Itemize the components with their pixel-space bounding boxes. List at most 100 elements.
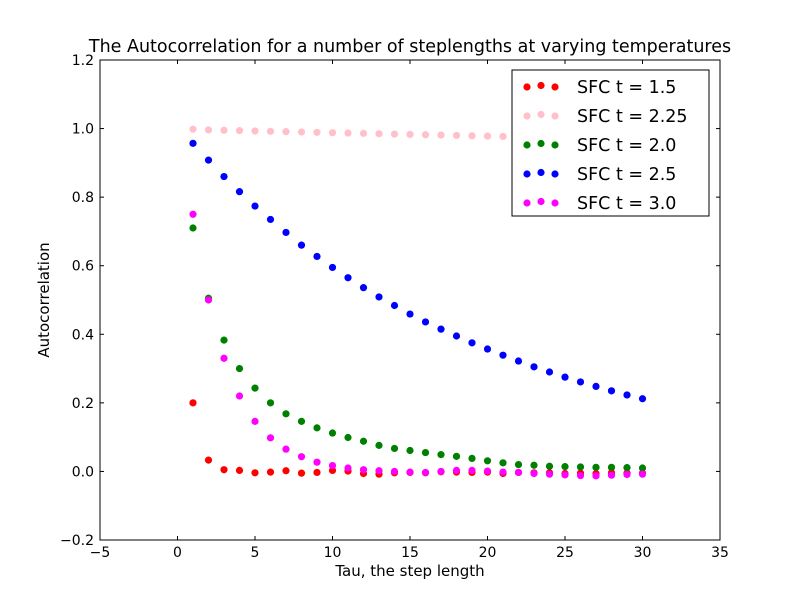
data-point xyxy=(452,466,461,474)
data-point xyxy=(468,466,476,474)
data-point xyxy=(204,456,213,464)
x-tick-label: 30 xyxy=(634,545,652,561)
data-point xyxy=(313,458,321,466)
data-point xyxy=(592,382,600,390)
x-tick-label: 5 xyxy=(251,545,260,561)
data-point xyxy=(313,468,321,477)
x-tick-label: 25 xyxy=(556,545,574,561)
axis-ticks: −5 0 5 10 15 20 25 30 35 −0.2 0.0 0.2 0.4 0.6 0.8 1.0 1.… xyxy=(60,53,729,561)
data-point xyxy=(545,470,554,478)
legend-marker xyxy=(537,197,545,206)
legend-marker xyxy=(551,83,559,91)
y-tick-label: 1.2 xyxy=(72,53,94,69)
data-point xyxy=(483,132,492,140)
legend-marker xyxy=(551,170,559,178)
data-point xyxy=(251,202,259,210)
data-point xyxy=(251,469,259,477)
data-point xyxy=(266,215,275,224)
data-point xyxy=(251,417,259,425)
data-point xyxy=(375,293,383,301)
data-point xyxy=(576,378,585,386)
legend-marker xyxy=(523,83,531,91)
data-point xyxy=(204,296,213,304)
data-point xyxy=(499,468,507,476)
data-point xyxy=(282,228,290,237)
data-point xyxy=(266,399,275,407)
data-point xyxy=(344,464,352,472)
data-point xyxy=(623,391,631,399)
data-point xyxy=(189,139,197,147)
data-point xyxy=(406,130,414,138)
legend-entry: SFC t = 2.25 xyxy=(523,107,688,127)
data-point xyxy=(282,128,290,136)
data-point xyxy=(638,464,647,472)
legend: SFC t = 1.5 SFC t = 2.25 SFC t = 2.0 SFC t … xyxy=(511,69,710,217)
legend-entry: SFC t = 2.5 xyxy=(523,165,676,185)
data-point xyxy=(499,459,507,467)
series-4 xyxy=(189,139,647,403)
data-point xyxy=(344,129,352,137)
data-point xyxy=(499,132,507,141)
data-point xyxy=(561,373,569,381)
data-point xyxy=(483,467,492,475)
data-point xyxy=(623,470,631,479)
data-point xyxy=(607,463,616,471)
data-point xyxy=(328,263,337,272)
data-point xyxy=(421,448,430,457)
data-point xyxy=(235,364,244,373)
data-point xyxy=(204,126,213,134)
data-point xyxy=(266,468,275,476)
data-point xyxy=(545,368,554,376)
data-point xyxy=(251,127,259,135)
data-point xyxy=(421,318,430,326)
x-tick-label: 20 xyxy=(479,545,497,561)
series-5 xyxy=(189,210,647,480)
legend-marker xyxy=(537,81,545,90)
data-point xyxy=(437,131,445,139)
legend-entry: SFC t = 1.5 xyxy=(523,78,676,98)
y-tick-label: 0.6 xyxy=(72,259,94,275)
legend-label: SFC t = 1.5 xyxy=(577,78,676,98)
y-tick-label: 0.2 xyxy=(72,396,94,412)
data-point xyxy=(561,471,569,479)
y-tick-label: 0.4 xyxy=(72,327,94,343)
data-point xyxy=(235,127,244,135)
data-point xyxy=(235,466,244,474)
data-point xyxy=(390,130,399,138)
legend-marker xyxy=(523,141,531,149)
data-point xyxy=(375,130,383,138)
data-point xyxy=(514,357,523,365)
data-point xyxy=(437,325,445,333)
data-point xyxy=(530,363,538,371)
legend-label: SFC t = 2.25 xyxy=(577,107,688,127)
data-point xyxy=(235,392,244,400)
x-tick-label: 15 xyxy=(401,545,419,561)
data-point xyxy=(204,156,213,164)
data-point xyxy=(328,129,337,137)
data-point xyxy=(623,464,631,472)
x-tick-label: 35 xyxy=(711,545,729,561)
data-point xyxy=(452,131,461,140)
data-point xyxy=(328,462,337,470)
data-point xyxy=(592,472,600,480)
data-point xyxy=(375,467,383,475)
data-point xyxy=(638,395,647,403)
data-point xyxy=(344,274,352,282)
data-point xyxy=(375,441,383,449)
data-point xyxy=(390,444,399,453)
legend-marker xyxy=(523,199,531,207)
legend-entry: SFC t = 2.0 xyxy=(523,136,676,156)
legend-marker xyxy=(537,139,545,148)
data-point xyxy=(189,125,197,133)
data-point xyxy=(576,463,585,471)
y-tick-label: −0.2 xyxy=(60,533,94,549)
data-point xyxy=(390,301,399,310)
data-point xyxy=(561,463,569,471)
data-point xyxy=(235,188,244,196)
data-point xyxy=(514,460,523,469)
chart-title: The Autocorrelation for a number of step… xyxy=(88,37,731,57)
data-point xyxy=(483,457,492,465)
data-point xyxy=(576,471,585,480)
data-point xyxy=(607,387,616,395)
